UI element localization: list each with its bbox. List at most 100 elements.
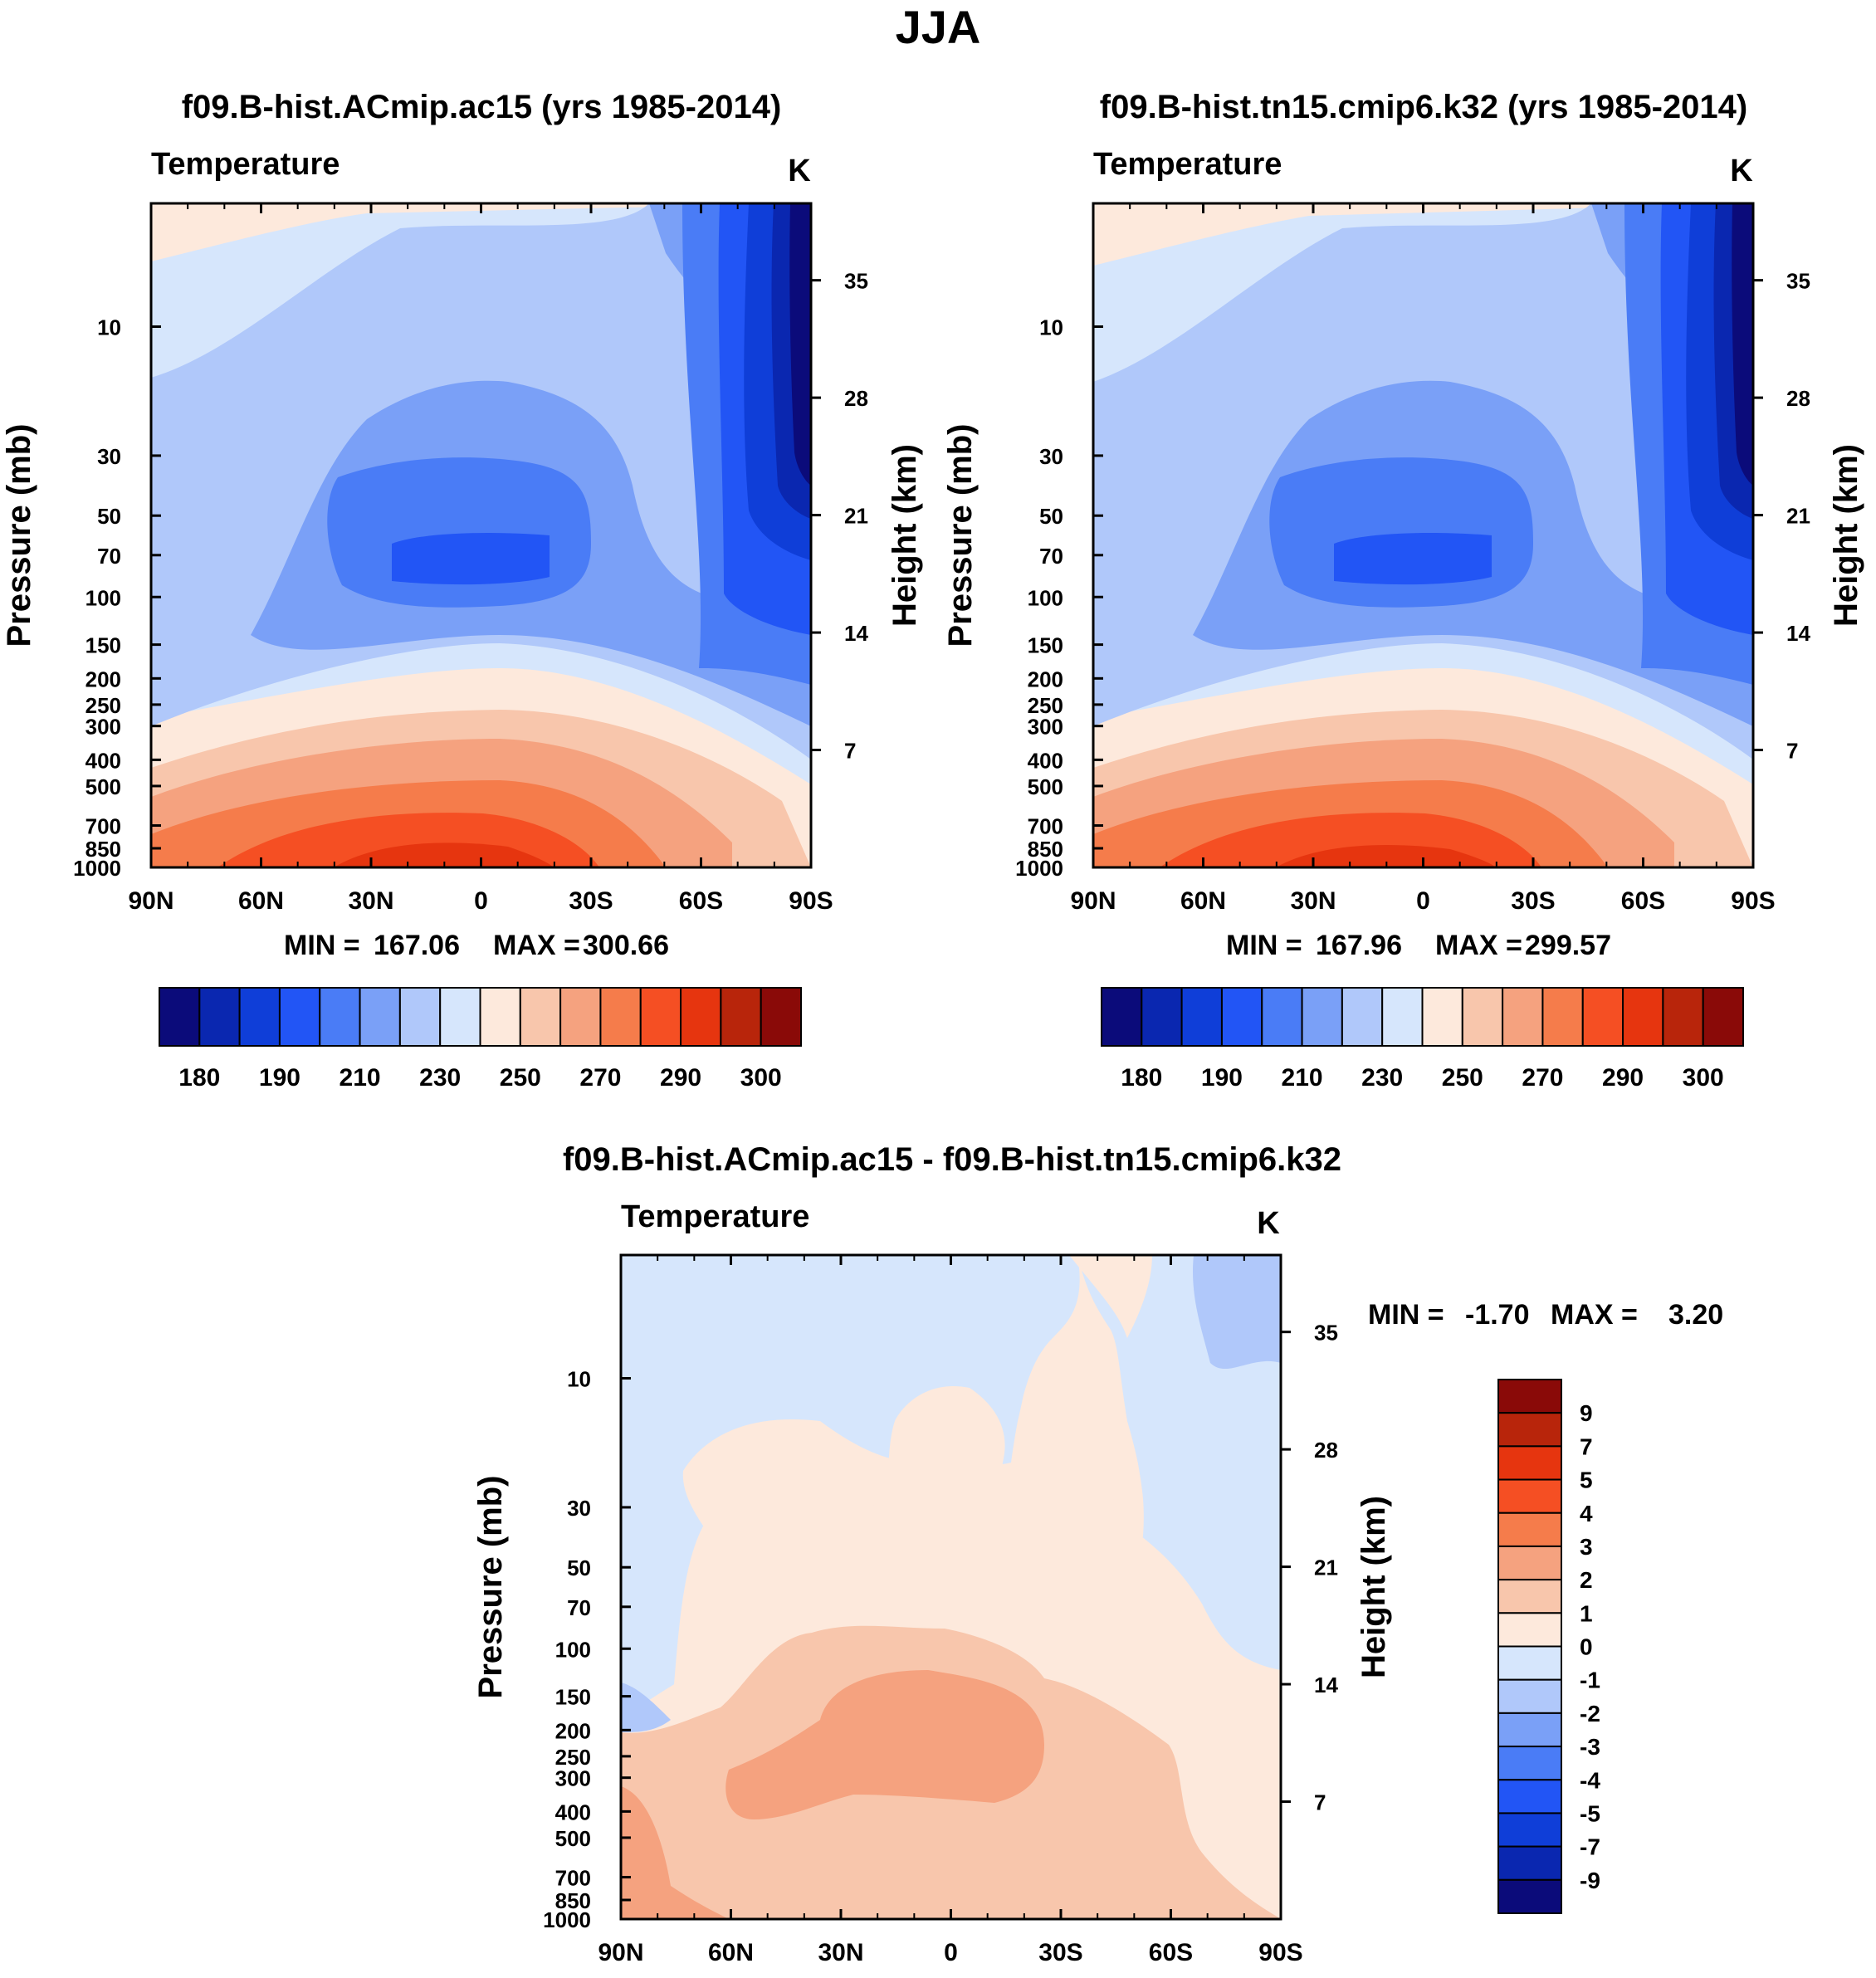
field-label: Temperature — [1093, 147, 1282, 182]
height-axis-title: Height (km) — [1356, 1496, 1392, 1678]
x-tick-label: 30N — [1290, 887, 1336, 915]
height-tick-label: 21 — [844, 504, 868, 529]
colorbar-label: 7 — [1580, 1433, 1593, 1459]
colorbar-swatch — [519, 987, 562, 1047]
max-label: MAX = — [1435, 930, 1522, 961]
pressure-tick-label: 150 — [1028, 633, 1063, 658]
panel-title: f09.B-hist.ACmip.ac15 - f09.B-hist.tn15.… — [563, 1141, 1341, 1178]
colorbar-swatch — [439, 987, 481, 1047]
colorbar-label: 230 — [1361, 1064, 1403, 1092]
x-tick-label: 90N — [128, 887, 173, 915]
pressure-tick-label: 10 — [1039, 315, 1063, 340]
pressure-tick-label: 70 — [1039, 544, 1063, 569]
contour-band-neg2-to-neg1-left — [621, 1683, 671, 1732]
colorbar-swatch — [1141, 987, 1183, 1047]
x-tick-label: 0 — [474, 887, 488, 915]
colorbar-swatch — [720, 987, 762, 1047]
colorbar-swatch — [1702, 987, 1744, 1047]
pressure-tick-label: 250 — [1028, 693, 1063, 718]
x-axis: 90N 60N 30N 0 30S 60S 90S — [598, 1255, 1303, 1966]
height-axis-title: Height (km) — [1828, 444, 1864, 627]
colorbar-swatch — [559, 987, 602, 1047]
max-value: 299.57 — [1525, 930, 1611, 961]
colorbar-swatch — [1101, 987, 1143, 1047]
units-label: K — [1257, 1206, 1280, 1241]
colorbar-swatch — [238, 987, 281, 1047]
colorbar-swatch — [1497, 1878, 1562, 1914]
colorbar-swatch — [1502, 987, 1544, 1047]
colorbar-label: 9 — [1580, 1400, 1593, 1426]
x-tick-label: 60N — [1180, 887, 1226, 915]
x-tick-label: 60S — [679, 887, 723, 915]
pressure-axis-title: Pressure (mb) — [942, 424, 979, 647]
colorbar-label: 5 — [1580, 1468, 1593, 1493]
x-tick-label: 60N — [238, 887, 284, 915]
pressure-tick-label: 100 — [555, 1637, 591, 1662]
x-tick-label: 90N — [1070, 887, 1116, 915]
colorbar-swatch — [1497, 1812, 1562, 1848]
colorbar-swatch — [1497, 1779, 1562, 1814]
colorbar-swatch — [1381, 987, 1424, 1047]
colorbar-swatch — [1497, 1445, 1562, 1481]
pressure-tick-label: 250 — [555, 1745, 591, 1770]
panel-title: f09.B-hist.ACmip.ac15 (yrs 1985-2014) — [182, 89, 782, 125]
colorbar-label: -9 — [1580, 1868, 1600, 1893]
pressure-tick-label: 850 — [1028, 837, 1063, 862]
colorbar-label: 290 — [1602, 1064, 1644, 1092]
height-axis: 35 28 21 14 7 — [811, 269, 868, 764]
x-tick-label: 90S — [1258, 1939, 1302, 1966]
pressure-tick-label: 1000 — [73, 856, 121, 881]
pressure-tick-label: 700 — [1028, 814, 1063, 839]
colorbar: 180 190 210 230 250 270 290 300 — [1101, 987, 1744, 1092]
panel-model-2: f09.B-hist.tn15.cmip6.k32 (yrs 1985-2014… — [942, 89, 1864, 1092]
max-label: MAX = — [1551, 1299, 1638, 1331]
colorbar-swatch — [1497, 1712, 1562, 1748]
pressure-tick-label: 10 — [97, 315, 121, 340]
contour-plot — [151, 203, 811, 867]
colorbar-swatch — [359, 987, 401, 1047]
contour-band-190 — [327, 457, 591, 608]
x-tick-label: 90S — [789, 887, 833, 915]
colorbar-swatch — [1180, 987, 1223, 1047]
colorbar-swatch — [319, 987, 361, 1047]
units-label: K — [788, 154, 811, 188]
max-value: 300.66 — [583, 930, 669, 961]
colorbar-label: 190 — [1201, 1064, 1243, 1092]
colorbar-label: -2 — [1580, 1701, 1600, 1726]
colorbar-swatch — [1497, 1678, 1562, 1714]
colorbar-swatch — [1421, 987, 1463, 1047]
pressure-axis-title: Pressure (mb) — [1, 424, 37, 647]
pressure-tick-label: 500 — [555, 1826, 591, 1851]
colorbar-swatch — [760, 987, 802, 1047]
min-value: -1.70 — [1465, 1299, 1530, 1331]
pressure-tick-label: 250 — [85, 693, 121, 718]
pressure-tick-label: 1000 — [1015, 856, 1063, 881]
colorbar-label: -1 — [1580, 1668, 1600, 1693]
x-tick-label: 30N — [818, 1939, 863, 1966]
height-tick-label: 7 — [1786, 739, 1798, 764]
x-tick-label: 60N — [708, 1939, 754, 1966]
height-tick-label: 35 — [1786, 269, 1810, 294]
pressure-tick-label: 400 — [555, 1800, 591, 1824]
contour-band-2-to-3-left — [621, 1786, 729, 1919]
colorbar-label: 2 — [1580, 1567, 1593, 1593]
pressure-tick-label: 150 — [85, 633, 121, 658]
units-label: K — [1730, 154, 1753, 188]
min-value: 167.96 — [1316, 930, 1402, 961]
colorbar-swatch — [1581, 987, 1624, 1047]
contour-band-180 — [1334, 533, 1492, 585]
colorbar-label: 270 — [579, 1064, 621, 1092]
pressure-tick-label: 10 — [567, 1367, 591, 1392]
colorbar-swatch — [398, 987, 442, 1047]
pressure-tick-label: 400 — [1028, 748, 1063, 773]
height-tick-label: 7 — [1314, 1790, 1326, 1815]
colorbar-swatch — [1497, 1512, 1562, 1547]
height-tick-label: 14 — [1786, 621, 1810, 646]
pressure-tick-label: 400 — [85, 748, 121, 773]
colorbar-label: 290 — [660, 1064, 701, 1092]
pressure-tick-label: 30 — [1039, 444, 1063, 469]
field-label: Temperature — [151, 147, 340, 182]
pressure-tick-label: 30 — [567, 1496, 591, 1521]
x-axis: 90N 60N 30N 0 30S 60S 90S — [128, 203, 833, 915]
